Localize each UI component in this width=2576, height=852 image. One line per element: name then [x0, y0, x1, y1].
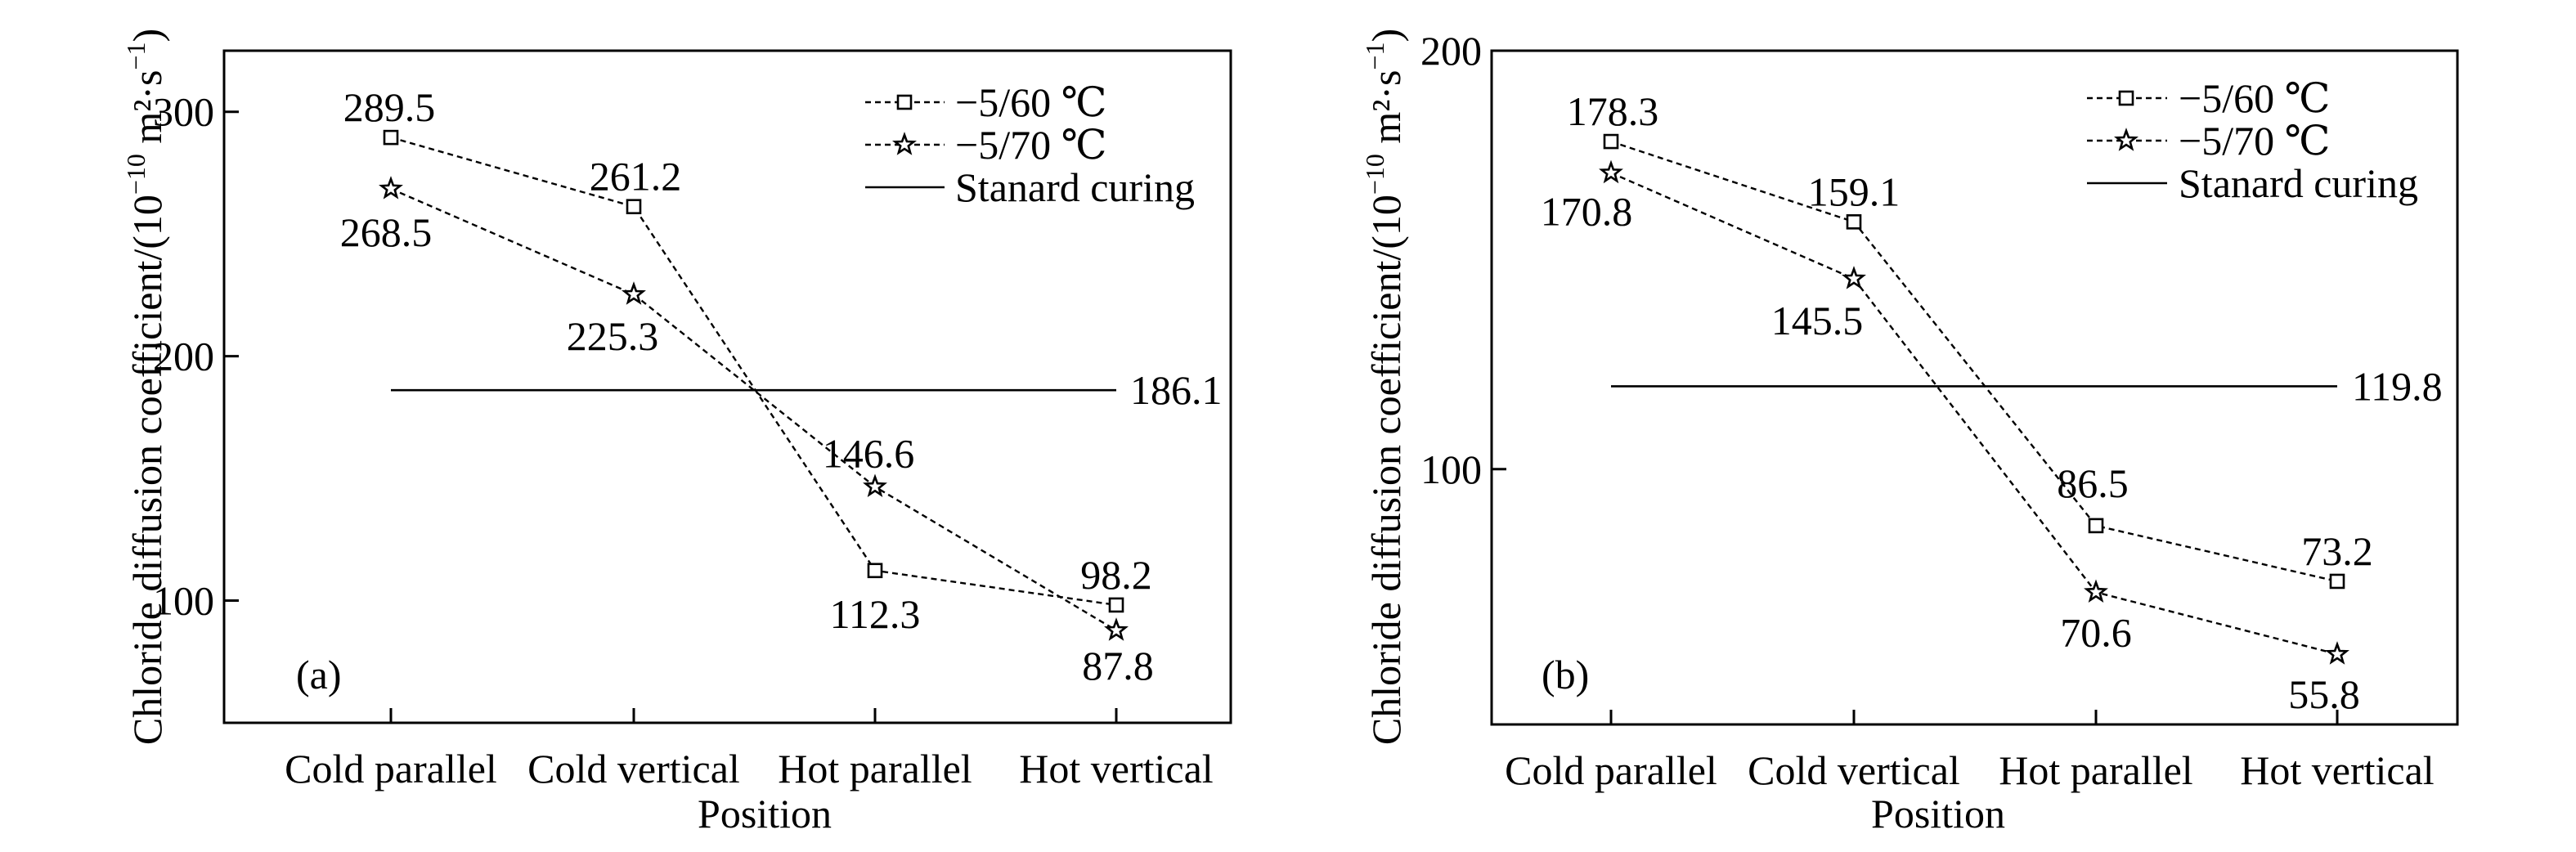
x-tick-label: Cold parallel: [285, 746, 497, 791]
legend-marker: [892, 132, 917, 155]
y-axis-title-main: Chloride diffusion coefficient/(10: [1363, 195, 1409, 745]
data-point-marker: [1599, 159, 1623, 184]
data-label: 225.3: [567, 313, 659, 359]
series-line: [1610, 172, 2338, 656]
panel-letter: (b): [1542, 652, 1589, 697]
series-minus5-60: 289.5 261.2 112.3 98.2: [343, 84, 1152, 637]
x-tick-label: Cold vertical: [1748, 747, 1960, 793]
x-axis-title: Position: [698, 791, 832, 836]
x-tick-label: Cold parallel: [1505, 747, 1717, 793]
data-point-marker: [1842, 266, 1866, 289]
y-tick-label: 100: [1420, 446, 1482, 492]
x-tick-label: Hot parallel: [1999, 747, 2192, 793]
x-tick-label: Hot parallel: [778, 746, 972, 791]
x-axis-title: Position: [1871, 791, 2005, 836]
legend-label: −5/60 ℃: [2179, 75, 2331, 121]
y-axis-title: Chloride diffusion coefficient/(10−10 m²…: [121, 29, 170, 745]
y-axis-title-unit: m²·s: [1363, 70, 1409, 155]
data-point-marker: [626, 199, 642, 215]
data-label: 261.2: [590, 154, 682, 200]
x-tick-label: Hot vertical: [1019, 746, 1213, 791]
data-label: 178.3: [1567, 88, 1659, 134]
data-point-marker: [1846, 214, 1862, 230]
data-label: 87.8: [1082, 643, 1154, 688]
data-point-marker: [379, 176, 403, 200]
data-label: 86.5: [2057, 460, 2129, 506]
series-minus5-60: 178.3 159.1 86.5 73.2: [1567, 88, 2373, 590]
series-minus5-70: 170.8 145.5 70.6 55.8: [1541, 159, 2360, 717]
data-label: 159.1: [1808, 168, 1901, 214]
y-axis-title-close: ): [124, 29, 170, 43]
data-label: 55.8: [2288, 671, 2360, 717]
x-tick-label: Cold vertical: [527, 746, 740, 791]
chart-panel-a: 100 200 300 Cold parallel Cold vertical Hot p…: [121, 29, 1232, 836]
y-axis-title-close: ): [1363, 29, 1409, 43]
y-axis-title-exp: −10: [121, 154, 150, 195]
plot-frame: [222, 49, 1232, 724]
y-axis-title-unit: m²·s: [124, 70, 170, 155]
legend-marker: [2114, 128, 2138, 151]
legend-label: −5/60 ℃: [955, 79, 1107, 125]
y-axis-title-unit-exp: −1: [121, 43, 150, 70]
data-label: 112.3: [830, 591, 921, 637]
legend-label: −5/70 ℃: [2179, 118, 2331, 164]
y-axis-title: Chloride diffusion coefficient/(10−10 m²…: [1360, 29, 1409, 745]
data-point-marker: [867, 563, 883, 579]
data-point-marker: [2325, 641, 2349, 665]
data-point-marker: [1108, 597, 1124, 613]
data-point-marker: [2084, 579, 2108, 603]
data-point-marker: [2088, 518, 2104, 534]
series-line: [390, 187, 1117, 632]
legend-label: −5/70 ℃: [955, 122, 1107, 168]
data-label: 268.5: [340, 209, 433, 255]
data-point-marker: [1603, 133, 1619, 150]
y-tick-label: 200: [1420, 28, 1482, 74]
y-tick-label: 200: [153, 334, 214, 379]
y-axis-title-exp: −10: [1360, 154, 1389, 195]
data-point-marker: [383, 129, 399, 146]
series-line: [1610, 140, 2338, 583]
data-point-marker: [1104, 617, 1129, 641]
data-label: 145.5: [1771, 298, 1864, 343]
reference-value-label: 119.8: [2352, 363, 2443, 409]
data-label: 289.5: [343, 84, 436, 130]
data-label: 73.2: [2301, 528, 2373, 574]
legend-marker: [2118, 90, 2134, 106]
panel-letter: (a): [296, 652, 342, 697]
series-minus5-70: 268.5 225.3 146.6 87.8: [340, 176, 1154, 688]
legend-label: Stanard curing: [2179, 160, 2418, 206]
y-axis-title-unit-exp: −1: [1360, 43, 1389, 70]
data-label: 70.6: [2060, 609, 2132, 655]
plot-frame: [1490, 49, 2459, 726]
data-label: 146.6: [823, 430, 915, 476]
y-tick-label: 100: [153, 578, 214, 624]
chart-panel-b: 100 200 Cold parallel Cold vertical Hot para…: [1360, 28, 2459, 836]
data-label: 98.2: [1080, 552, 1152, 598]
data-point-marker: [2329, 573, 2345, 590]
legend-marker: [896, 94, 913, 110]
y-axis-title-main: Chloride diffusion coefficient/(10: [124, 195, 170, 745]
data-point-marker: [622, 281, 646, 305]
x-tick-label: Hot vertical: [2240, 747, 2434, 793]
y-tick-label: 300: [153, 89, 214, 135]
data-label: 170.8: [1541, 188, 1633, 234]
reference-value-label: 186.1: [1130, 367, 1223, 413]
legend-label: Stanard curing: [955, 164, 1195, 210]
data-point-marker: [863, 473, 887, 498]
